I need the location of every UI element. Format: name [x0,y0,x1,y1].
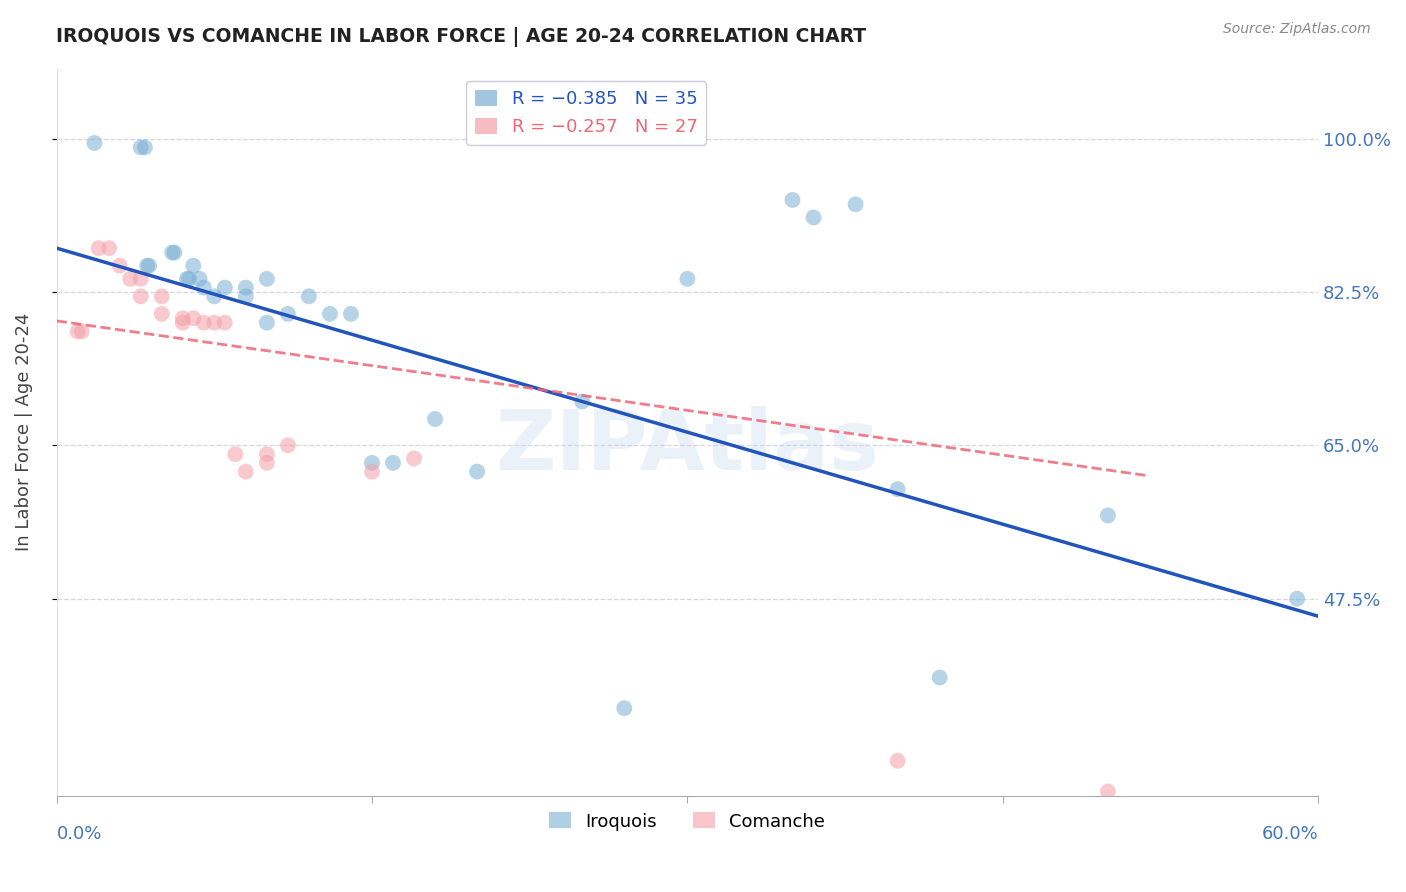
Point [676,868,699,882]
Point [382,456,405,470]
Point [644,868,666,882]
Point [782,193,804,207]
Point [256,316,278,330]
Point [162,245,184,260]
Point [136,259,159,273]
Point [277,307,299,321]
Y-axis label: In Labor Force | Age 20-24: In Labor Force | Age 20-24 [15,313,32,551]
Point [70,325,93,339]
Point [256,447,278,461]
Point [150,289,173,303]
Point [214,280,236,294]
Point [177,272,200,286]
Point [1286,591,1309,606]
Point [361,456,384,470]
Point [886,754,908,768]
Point [66,325,89,339]
Point [235,289,257,303]
Point [1097,784,1119,798]
Point [193,316,215,330]
Point [676,272,699,286]
Point [235,465,257,479]
Point [465,465,488,479]
Point [129,272,152,286]
Point [319,307,342,321]
Point [176,272,198,286]
Point [202,289,225,303]
Point [138,259,160,273]
Point [193,280,215,294]
Text: IROQUOIS VS COMANCHE IN LABOR FORCE | AGE 20-24 CORRELATION CHART: IROQUOIS VS COMANCHE IN LABOR FORCE | AG… [56,27,866,46]
Point [98,241,121,255]
Point [87,241,110,255]
Point [235,280,257,294]
Point [224,447,246,461]
Point [361,465,384,479]
Point [172,316,194,330]
Point [402,451,425,466]
Point [256,272,278,286]
Point [120,272,142,286]
Text: 0.0%: 0.0% [56,825,103,843]
Point [188,272,211,286]
Point [150,307,173,321]
Point [571,394,593,409]
Point [256,456,278,470]
Legend: Iroquois, Comanche: Iroquois, Comanche [543,805,832,838]
Point [172,311,194,326]
Point [181,259,204,273]
Point [277,438,299,452]
Point [163,245,186,260]
Point [181,311,204,326]
Point [214,316,236,330]
Point [108,259,131,273]
Point [1097,508,1119,523]
Text: ZIPAtlas: ZIPAtlas [495,406,879,487]
Point [803,211,825,225]
Point [129,140,152,154]
Point [928,671,950,685]
Text: Source: ZipAtlas.com: Source: ZipAtlas.com [1223,22,1371,37]
Point [129,289,152,303]
Point [202,316,225,330]
Point [845,197,868,211]
Point [886,482,908,496]
Point [134,140,156,154]
Point [613,701,636,715]
Point [340,307,363,321]
Point [423,412,446,426]
Point [298,289,321,303]
Point [83,136,105,150]
Text: 60.0%: 60.0% [1261,825,1319,843]
